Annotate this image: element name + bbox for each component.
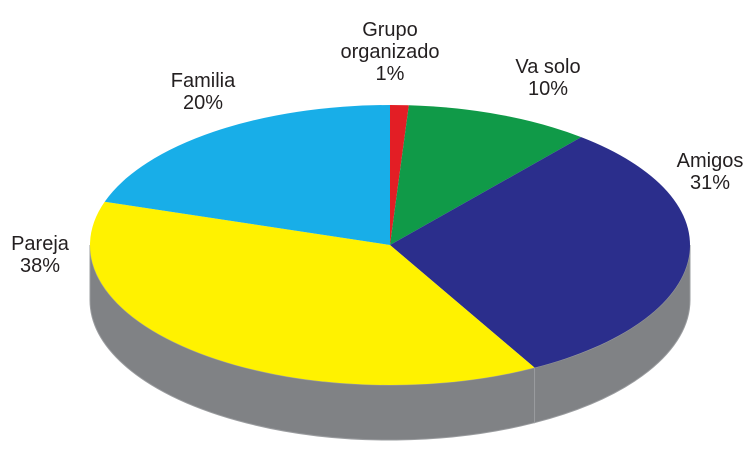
slice-name: Grupo organizado xyxy=(340,19,440,63)
pie-slice xyxy=(104,105,391,245)
slice-percent: 31% xyxy=(689,172,731,194)
slice-percent: 38% xyxy=(19,255,61,277)
pie-slice xyxy=(390,105,582,245)
slice-percent: 1% xyxy=(375,63,405,85)
slice-label: Amigos 31% xyxy=(648,150,751,194)
slice-percent: 10% xyxy=(527,78,569,100)
slice-label: Grupo organizado 1% xyxy=(328,19,452,85)
pie-slice xyxy=(89,201,535,385)
slice-label: Familia 20% xyxy=(141,70,265,114)
slice-name: Familia xyxy=(170,70,236,92)
slice-label: Va solo 10% xyxy=(486,56,610,100)
pie-slice xyxy=(390,137,690,368)
slice-percent: 20% xyxy=(182,92,224,114)
slice-label: Pareja 38% xyxy=(0,233,102,277)
pie-slice xyxy=(390,105,409,245)
slice-name: Va solo xyxy=(515,56,581,78)
slice-name: Pareja xyxy=(11,233,69,255)
slice-name: Amigos xyxy=(676,150,744,172)
